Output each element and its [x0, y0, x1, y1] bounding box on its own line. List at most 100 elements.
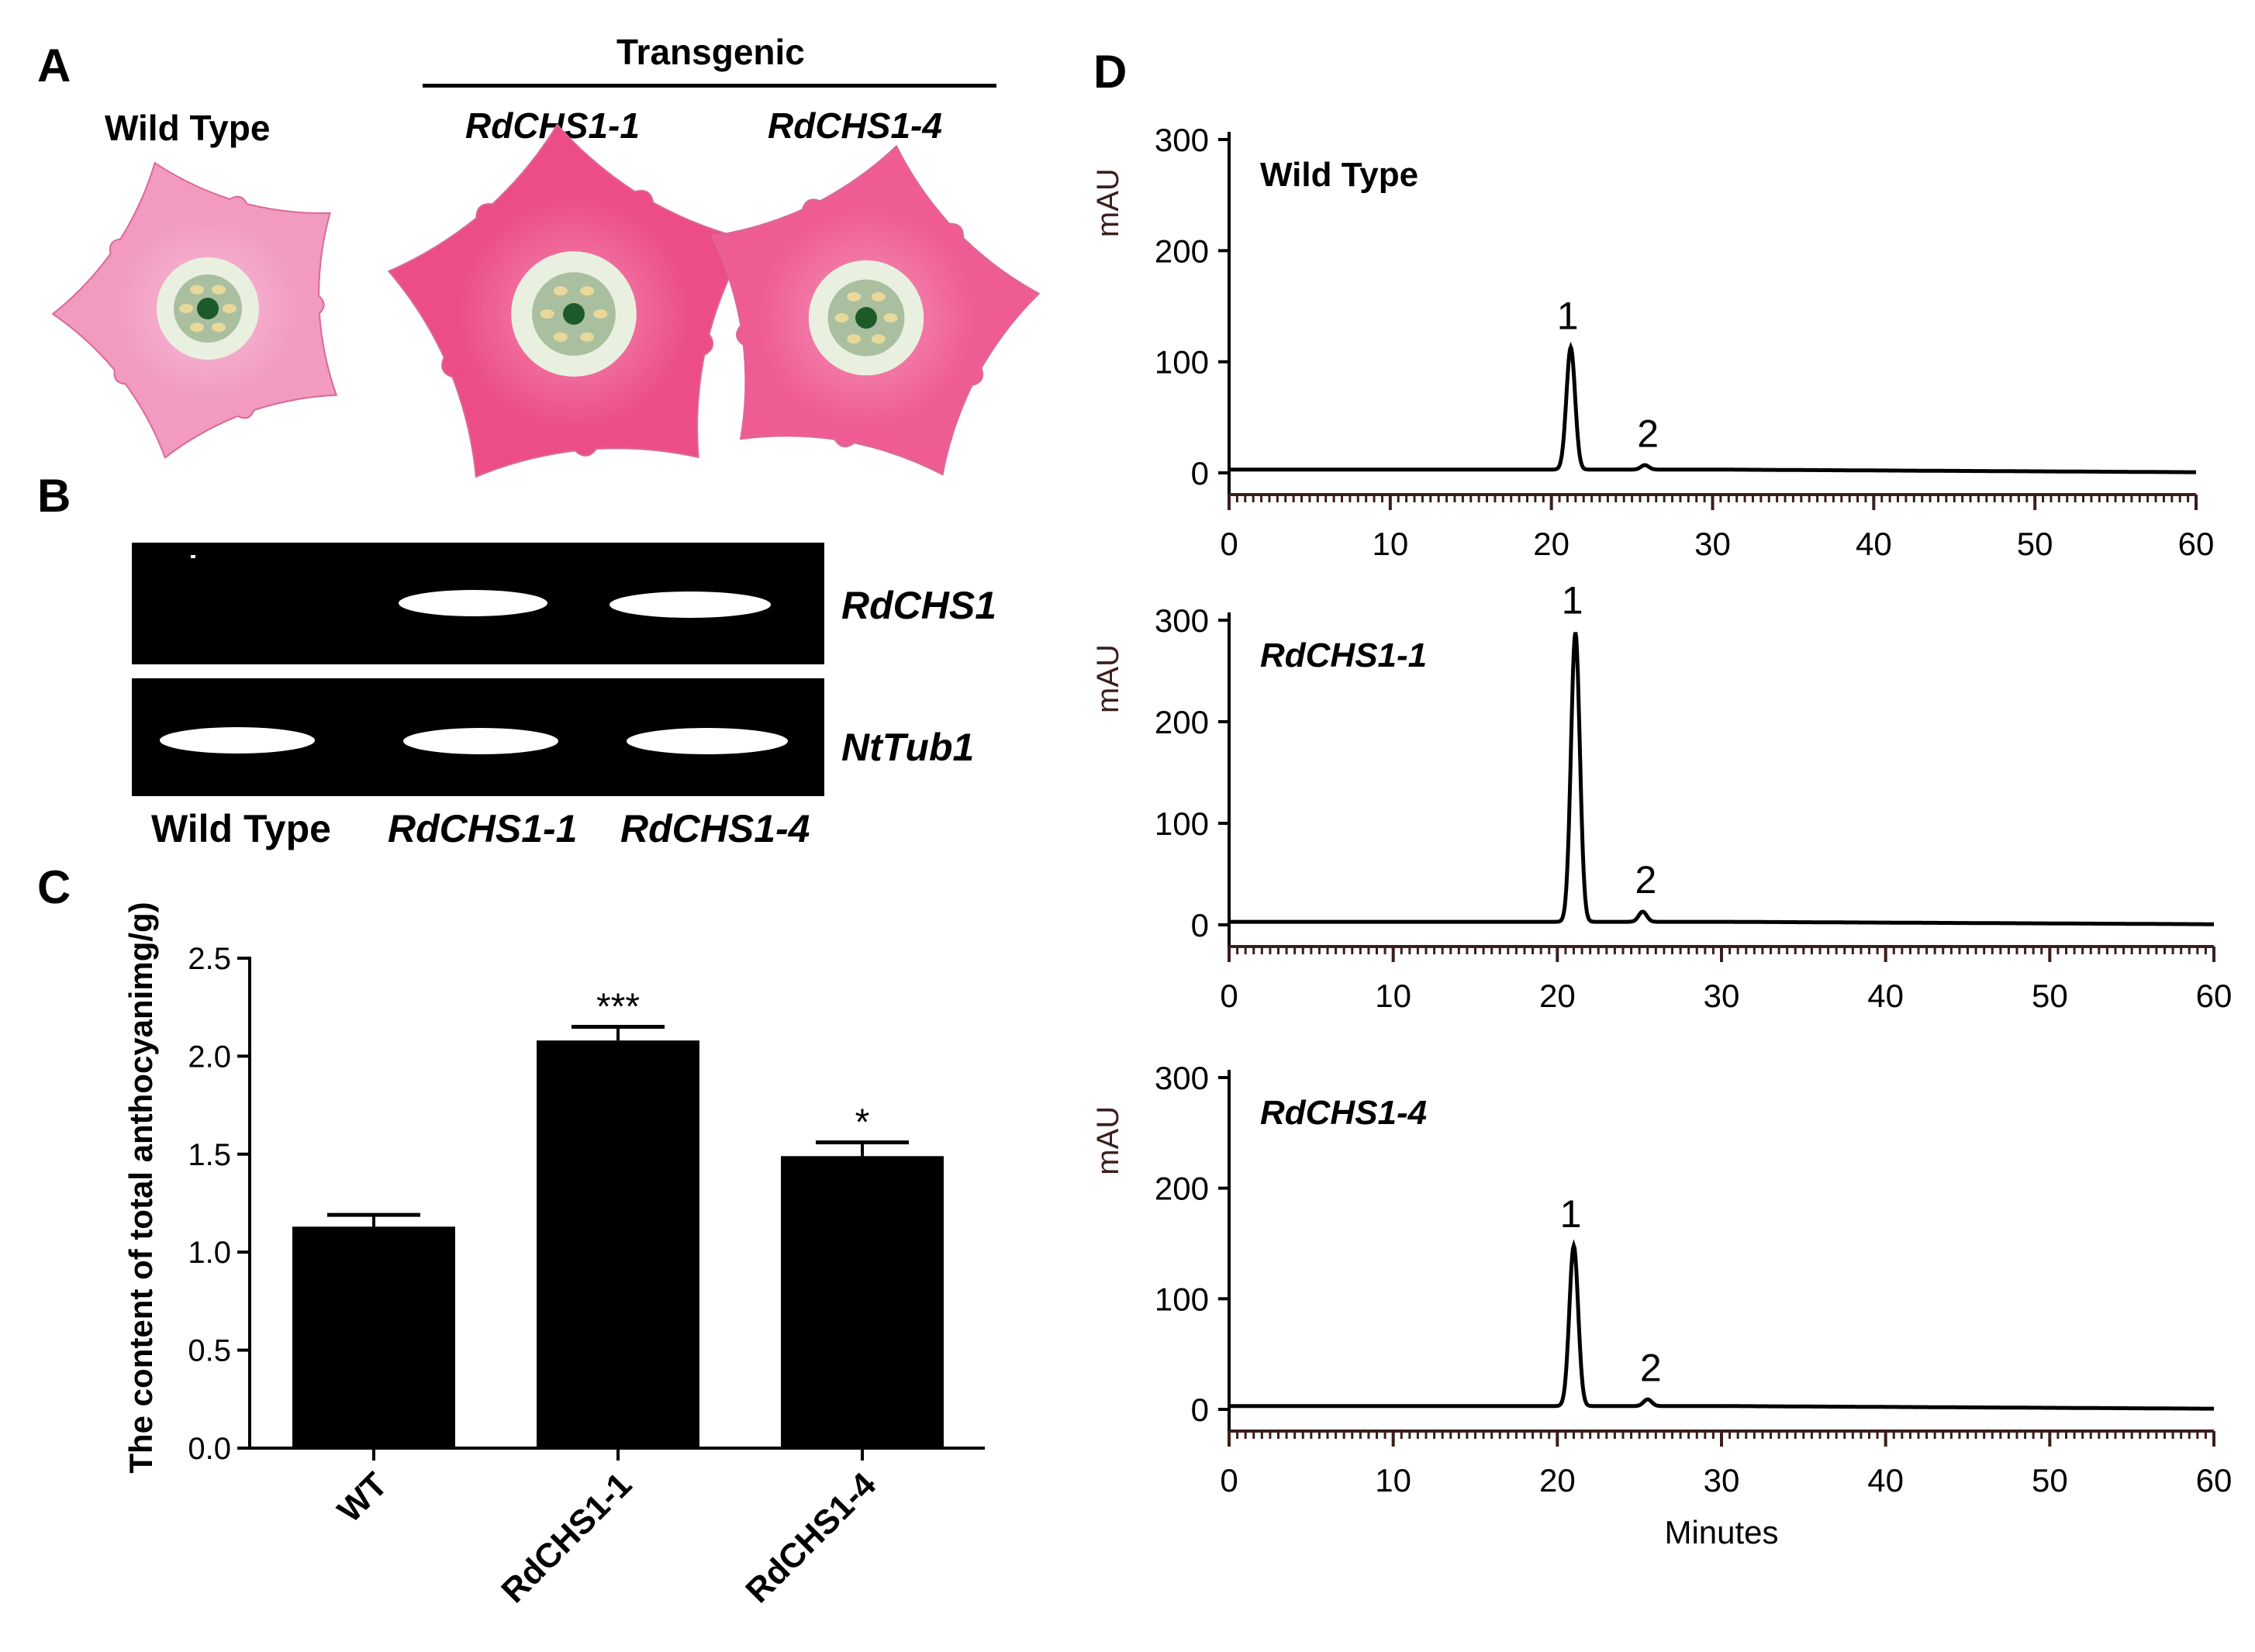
chromatogram-x-tick-label: 60: [2196, 1462, 2233, 1499]
peak-label-2: 2: [1637, 412, 1659, 455]
chromatogram-y-tick-label: 300: [1155, 122, 1209, 158]
flower-anther: [179, 304, 193, 313]
flower-anther: [212, 285, 226, 295]
panel-d-letter: D: [1093, 46, 1128, 98]
chromatogram-x-tick-label: 60: [2178, 526, 2215, 562]
bar-chart-y-tick-label: 2.5: [188, 942, 231, 976]
gel-band-nttub1-lane1: [160, 727, 315, 754]
chromatogram-y-label: mAU: [1091, 168, 1125, 237]
chromatogram-x-tick-label: 10: [1372, 526, 1408, 562]
flower-anther: [553, 332, 568, 342]
chromatogram-sample-title: RdCHS1-1: [1260, 636, 1427, 674]
peak-label-2: 2: [1640, 1346, 1662, 1389]
panel-c-letter: C: [37, 861, 71, 913]
flower-anther: [223, 304, 237, 313]
transgenic-label: Transgenic: [616, 32, 805, 72]
chromatogram-y-tick-label: 100: [1155, 805, 1209, 842]
gel-band-nttub1-lane2: [403, 728, 558, 754]
flower-label-rdchs1-4: RdCHS1-4: [768, 105, 942, 146]
bar-chart-y-tick-label: 0.5: [188, 1334, 231, 1368]
flower-anther: [580, 286, 595, 296]
bar-chart-category-label: WT: [330, 1465, 395, 1530]
chromatogram-x-tick-label: 10: [1375, 978, 1411, 1014]
peak-label-1: 1: [1562, 579, 1583, 623]
bar-chart-y-label: The content of total anthocyanimg/g): [123, 902, 159, 1473]
chromatogram-x-tick-label: 40: [1856, 526, 1892, 562]
chromatogram-x-tick-label: 30: [1704, 978, 1740, 1014]
gel-gene-label-rdchs1: RdCHS1: [841, 584, 997, 627]
chromatogram-x-tick-label: 0: [1220, 526, 1238, 562]
chromatogram-y-tick-label: 200: [1155, 1171, 1209, 1207]
chromatogram-x-tick-label: 50: [2032, 978, 2068, 1014]
chromatogram-sample-title: Wild Type: [1260, 156, 1418, 194]
chromatogram-x-tick-label: 20: [1539, 978, 1576, 1014]
flower-anther: [190, 285, 204, 295]
chromatogram-y-tick-label: 300: [1155, 602, 1209, 639]
flower-anther: [212, 322, 226, 333]
chromatogram-trace: [1229, 632, 2214, 926]
bar-chart-category-label: RdCHS1-1: [494, 1465, 639, 1610]
panel-a-letter: A: [37, 40, 71, 91]
bar-wt: [292, 1226, 455, 1448]
chromatogram-trace: [1229, 1239, 2214, 1411]
flower-anther: [834, 313, 849, 322]
chromatogram-y-tick-label: 0: [1191, 1392, 1209, 1428]
bar-rdchs1-4: [781, 1156, 944, 1448]
gel-lane-label-wild-type: Wild Type: [151, 807, 331, 850]
flower-anther: [847, 291, 862, 302]
chromatogram-x-tick-label: 20: [1533, 526, 1570, 562]
chromatogram-y-tick-label: 100: [1155, 344, 1209, 381]
chromatogram-trace: [1229, 341, 2196, 474]
chromatogram-y-label: mAU: [1091, 1106, 1125, 1175]
peak-label-1: 1: [1560, 1192, 1582, 1236]
chromatogram-y-tick-label: 0: [1191, 455, 1209, 491]
gel-speck: [191, 555, 195, 558]
bar-chart-y-tick-label: 0.0: [188, 1432, 231, 1466]
chromatogram-y-label: mAU: [1091, 644, 1125, 713]
significance-marker: ***: [596, 986, 640, 1027]
flower-3: [710, 144, 1041, 476]
chromatogram-sample-title: RdCHS1-4: [1260, 1094, 1427, 1132]
flower-anther: [580, 332, 595, 342]
flower-anther: [871, 334, 886, 344]
chromatogram-y-tick-label: 0: [1191, 907, 1209, 943]
flower-2: [387, 123, 751, 478]
chromatogram-y-tick-label: 100: [1155, 1281, 1209, 1317]
transgenic-bracket-line: [423, 84, 996, 88]
chromatogram-x-tick-label: 30: [1704, 1462, 1740, 1499]
flower-anther: [593, 309, 608, 319]
bar-chart-y-tick-label: 2.0: [188, 1040, 231, 1074]
bar-rdchs1-1: [537, 1040, 699, 1448]
panel-b-letter: B: [37, 470, 71, 522]
chromatogram-x-tick-label: 40: [1867, 978, 1904, 1014]
chromatogram-x-tick-label: 50: [2032, 1462, 2068, 1499]
gel-gene-label-nttub1: NtTub1: [841, 726, 975, 769]
gel-band-nttub1-lane3: [627, 728, 788, 754]
gel-lane-label-rdchs1-1: RdCHS1-1: [388, 807, 578, 850]
chromatogram-y-tick-label: 200: [1155, 233, 1209, 269]
bar-chart-y-tick-label: 1.5: [188, 1138, 231, 1172]
chromatogram-x-tick-label: 20: [1539, 1462, 1576, 1499]
flower-stigma: [855, 307, 877, 329]
chromatogram-x-tick-label: 50: [2017, 526, 2053, 562]
peak-label-1: 1: [1557, 294, 1579, 337]
chromatogram-x-label: Minutes: [1664, 1514, 1778, 1550]
chromatogram-rdchs1-4: 0 100 200 300 mAU 0 10 20 30 40 50 60 Minutes RdCHS1-…: [1091, 1060, 2232, 1550]
chromatogram-x-tick-label: 10: [1375, 1462, 1411, 1499]
chromatogram-y-tick-label: 300: [1155, 1060, 1209, 1096]
flower-anther: [847, 334, 862, 344]
flower-anther: [553, 286, 568, 296]
peak-label-2: 2: [1635, 858, 1656, 902]
flower-anther: [190, 322, 204, 333]
significance-marker: *: [855, 1102, 870, 1143]
bar-chart-y-tick-label: 1.0: [188, 1236, 231, 1270]
flower-photos: [51, 123, 1041, 478]
chromatogram-x-tick-label: 0: [1220, 1462, 1238, 1499]
chromatogram-rdchs1-1: 0 100 200 300 mAU 0 10 20 30 40 50 60 RdCHS1-1 1 2: [1091, 579, 2232, 1014]
gel-image: [132, 543, 824, 796]
chromatogram-x-tick-label: 0: [1220, 978, 1238, 1014]
bar-chart-category-label: RdCHS1-4: [738, 1465, 883, 1610]
chromatogram-x-tick-label: 40: [1867, 1462, 1904, 1499]
